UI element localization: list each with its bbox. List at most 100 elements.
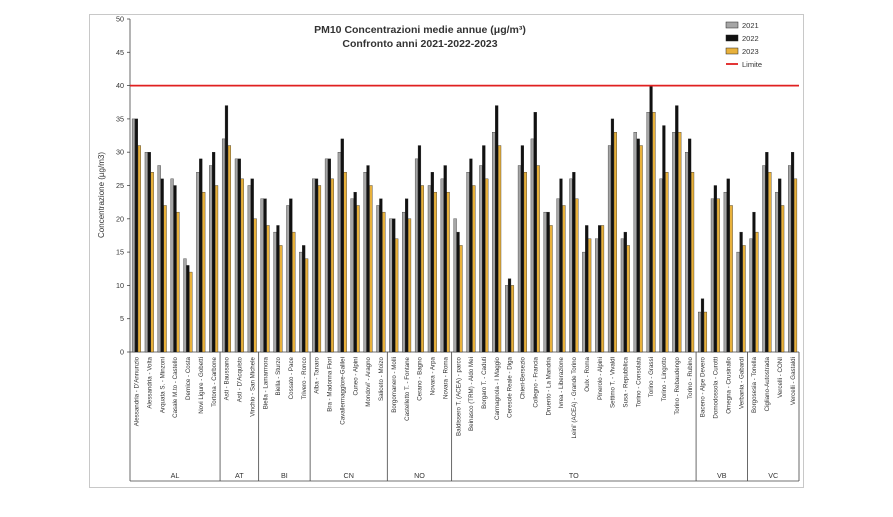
bar-2023: [214, 185, 219, 353]
bar-2023: [227, 145, 232, 353]
bar-2023: [330, 178, 334, 353]
bar-2021: [273, 231, 277, 353]
station-label: Tortona - Carbone: [211, 356, 218, 406]
group-label: BI: [281, 471, 288, 480]
bar-2021: [607, 145, 612, 353]
bar-2021: [736, 251, 740, 353]
bar-2022: [263, 198, 267, 353]
bar-2021: [183, 258, 187, 353]
bar-2023: [176, 211, 180, 353]
bar-2021: [672, 132, 676, 353]
bar-2022: [327, 158, 331, 353]
station-label: Cavallermaggiore-Galilei: [339, 357, 346, 425]
bar-2022: [495, 105, 499, 353]
bar-2021: [389, 218, 393, 353]
bar-2023: [549, 225, 553, 353]
station-label: Leini' (ACEA) - Grande Torino: [571, 356, 578, 438]
bar-2021: [286, 205, 290, 353]
bar-2021: [788, 165, 792, 353]
bar-2021: [492, 132, 496, 353]
station-label: Alessandria - D'Annunzio: [134, 356, 141, 426]
bar-2021: [569, 178, 573, 353]
bar-2023: [240, 178, 244, 353]
bar-2022: [340, 138, 344, 353]
bar-2021: [556, 198, 560, 353]
bar-2021: [620, 238, 624, 353]
station-label: Cigliano-Autostrada: [764, 356, 771, 411]
bar-2023: [150, 172, 154, 353]
station-label: Borgomanero - Molli: [391, 357, 398, 413]
group-label: CN: [344, 471, 354, 480]
station-label: Dernice - Costa: [185, 356, 192, 400]
bar-2023: [279, 245, 283, 353]
bar-2022: [199, 158, 203, 353]
bar-2023: [755, 231, 759, 353]
group-label: AT: [235, 471, 244, 480]
bar-2022: [147, 152, 151, 353]
station-label: Torino - Grassi: [648, 357, 655, 397]
bar-2021: [157, 165, 161, 353]
bar-2022: [546, 211, 550, 353]
bar-2022: [160, 178, 164, 353]
bar-2023: [343, 172, 347, 353]
bar-2021: [402, 211, 406, 353]
bar-2021: [427, 185, 431, 353]
bar-2021: [337, 152, 341, 353]
legend-swatch-2023: [725, 47, 739, 55]
y-tick-label: 30: [116, 148, 124, 157]
bar-2022: [430, 172, 434, 353]
bar-2023: [382, 211, 386, 353]
group-label: VB: [717, 471, 727, 480]
bar-2021: [170, 178, 174, 353]
bar-2021: [633, 132, 637, 353]
bar-2022: [585, 225, 589, 353]
station-label: Collegno - Francia: [532, 356, 539, 407]
bar-2022: [559, 178, 563, 353]
bar-2023: [510, 285, 515, 353]
chart-frame: PM10 Concentrazioni medie annue (μg/m³) …: [89, 14, 804, 488]
station-label: Alessandria - Volta: [146, 356, 153, 408]
bar-2023: [407, 218, 412, 353]
bar-2022: [392, 218, 396, 353]
station-label: Torino - Lingotto: [661, 356, 668, 401]
station-label: Pinerolo - Alpini: [597, 357, 604, 400]
bar-2023: [189, 271, 193, 353]
legend: 2021 2022 2023 Limite: [725, 21, 762, 69]
bar-2023: [665, 172, 669, 353]
bar-2021: [324, 158, 329, 353]
bar-2021: [543, 211, 547, 353]
bar-2021: [762, 165, 766, 353]
station-label: Settimo T. - Vivaldi: [610, 357, 617, 408]
station-label: Asti - D'Acquisto: [237, 356, 244, 402]
bar-2023: [472, 185, 476, 353]
station-label: Mondovi' - Aragno: [365, 356, 372, 406]
bar-2023: [639, 145, 643, 353]
bar-2022: [353, 191, 357, 353]
station-label: Castelletto T. - Fontane: [404, 356, 411, 420]
station-label: Novara - Roma: [442, 356, 449, 399]
bar-2022: [790, 152, 795, 353]
bar-2022: [572, 172, 576, 353]
station-label: Casale M.to - Castello: [172, 356, 179, 417]
bar-2023: [163, 205, 167, 353]
bar-2021: [582, 251, 586, 353]
bar-2021: [517, 165, 522, 353]
bar-2022: [314, 178, 319, 353]
group-label: NO: [414, 471, 425, 480]
bar-2022: [405, 198, 409, 353]
station-label: Torino - Rubino: [687, 356, 694, 399]
station-label: Beinasco (TRM) - Aldo Mei: [468, 357, 475, 431]
station-label: Cuneo - Alpini: [352, 357, 359, 396]
station-label: Vercelli - Gastaldi: [790, 357, 797, 405]
bar-2021: [221, 138, 226, 353]
station-label: Omegna - Crusinallo: [725, 356, 732, 413]
station-label: Novara - Arpa: [430, 356, 437, 395]
bar-2023: [420, 185, 424, 353]
station-label: Saliceto - Moizo: [378, 356, 385, 401]
station-label: Vinchio - San Michele: [249, 356, 256, 416]
station-label: Druento - La Mandria: [545, 356, 552, 415]
bar-2022: [675, 105, 679, 353]
bar-2023: [588, 238, 592, 353]
bar-2021: [312, 178, 316, 353]
y-axis-title: Concentrazione (µg/m3): [97, 152, 106, 238]
